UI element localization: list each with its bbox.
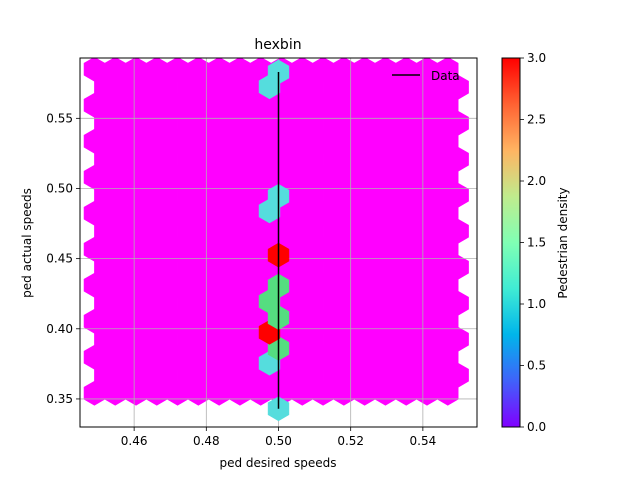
colorbar-ticks: 0.0 0.5 1.0 1.5 2.0 2.5 3.0 [520,51,546,434]
y-tick-label: 0.35 [46,392,73,406]
x-axis-label: ped desired speeds [219,456,336,470]
plot-area [79,57,478,428]
colorbar-tick-label: 2.0 [527,174,546,188]
x-tick-label: 0.46 [121,434,148,448]
y-axis-label: ped actual speeds [20,188,34,298]
legend-entry-data: Data [431,69,460,83]
y-tick-label: 0.50 [46,181,73,195]
colorbar-tick-label: 0.0 [527,420,546,434]
y-axis: 0.35 0.40 0.45 0.50 0.55 [46,111,80,406]
y-tick-label: 0.40 [46,322,73,336]
colorbar-gradient [501,57,521,428]
colorbar-tick-label: 1.0 [527,297,546,311]
colorbar-tick-label: 0.5 [527,359,546,373]
hexbin-background [83,58,469,406]
colorbar: 0.0 0.5 1.0 1.5 2.0 2.5 3.0 Pedestrian density [501,51,570,434]
x-tick-label: 0.52 [337,434,364,448]
y-tick-label: 0.55 [46,111,73,125]
x-axis: 0.46 0.48 0.50 0.52 0.54 [121,427,436,448]
x-tick-label: 0.48 [193,434,220,448]
y-tick-label: 0.45 [46,252,73,266]
colorbar-tick-label: 1.5 [527,236,546,250]
legend: Data [392,69,460,83]
colorbar-tick-label: 2.5 [527,113,546,127]
colorbar-tick-label: 3.0 [527,51,546,65]
colorbar-label: Pedestrian density [556,187,570,298]
x-tick-label: 0.50 [265,434,292,448]
chart-title: hexbin [254,37,301,53]
x-tick-label: 0.54 [410,434,437,448]
